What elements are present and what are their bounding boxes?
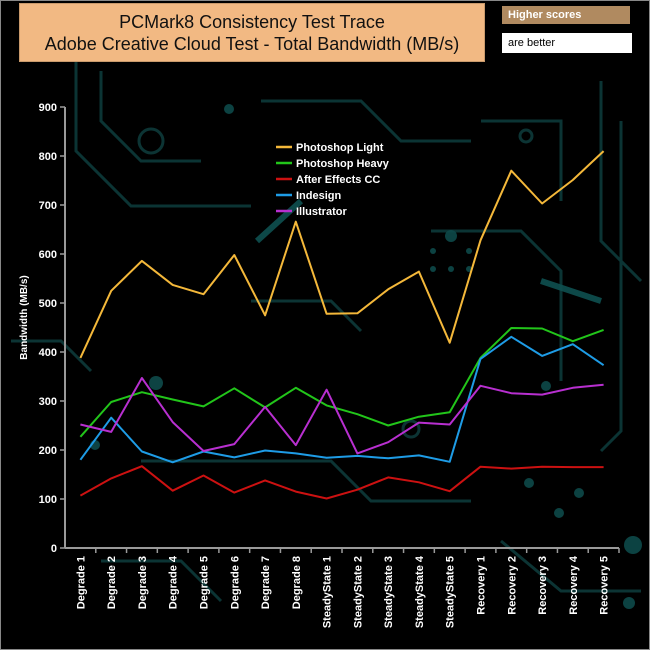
x-category-label: SteadyState 5	[445, 556, 457, 628]
x-category-label: Recovery 5	[599, 556, 611, 615]
chart-title-line2: Adobe Creative Cloud Test - Total Bandwi…	[44, 34, 460, 54]
legend-label-after-effects-cc: After Effects CC	[296, 174, 380, 186]
chart-legend: Photoshop Light Photoshop Heavy After Effe…	[276, 142, 390, 218]
x-category-label: Degrade 7	[260, 556, 272, 609]
y-tick-label: 900	[39, 102, 57, 114]
x-category-label: Recovery 1	[476, 556, 488, 615]
x-category-label: Recovery 3	[537, 556, 549, 615]
x-category-label: Degrade 2	[106, 556, 118, 609]
series-line-after-effects-cc	[79, 465, 604, 500]
y-tick-label: 0	[51, 543, 57, 555]
y-axis-ticks: 0 100 200 300 400 500 600 700 800 900	[39, 102, 65, 555]
x-category-label: SteadyState 1	[322, 556, 334, 628]
x-category-label: Degrade 5	[199, 556, 211, 609]
y-tick-label: 500	[39, 298, 57, 310]
legend-label-indesign: Indesign	[296, 190, 342, 202]
chart-series	[79, 150, 605, 500]
y-tick-label: 100	[39, 494, 57, 506]
y-tick-label: 800	[39, 151, 57, 163]
x-category-label: Recovery 2	[506, 556, 518, 615]
x-category-label: Degrade 8	[291, 556, 303, 609]
x-category-label: Degrade 1	[75, 556, 87, 609]
y-tick-label: 700	[39, 200, 57, 212]
chart-title-box: PCMark8 Consistency Test Trace Adobe Cre…	[19, 3, 485, 62]
y-tick-label: 600	[39, 249, 57, 261]
series-line-photoshop-heavy	[79, 327, 604, 438]
x-category-label: Degrade 4	[168, 555, 180, 609]
y-axis-label: Bandwidth (MB/s)	[19, 275, 30, 359]
x-category-label: Degrade 3	[137, 556, 149, 609]
x-category-label: SteadyState 4	[414, 555, 426, 628]
y-tick-label: 400	[39, 347, 57, 359]
x-category-label: SteadyState 3	[383, 556, 395, 628]
series-line-illustrator	[80, 377, 604, 455]
legend-label-photoshop-heavy: Photoshop Heavy	[296, 158, 390, 170]
y-tick-label: 200	[39, 445, 57, 457]
higher-scores-badge: Higher scores	[502, 6, 630, 24]
y-tick-label: 300	[39, 396, 57, 408]
series-line-indesign	[79, 335, 605, 464]
legend-label-photoshop-light: Photoshop Light	[296, 142, 384, 154]
chart-title-line1: PCMark8 Consistency Test Trace	[119, 12, 385, 32]
are-better-badge: are better	[502, 33, 632, 53]
series-line-photoshop-light	[79, 150, 605, 359]
x-category-label: SteadyState 2	[352, 556, 364, 628]
x-axis-categories: Degrade 1 Degrade 2 Degrade 3 Degrade 4 Degr…	[75, 548, 620, 628]
x-category-label: Degrade 6	[229, 556, 241, 609]
x-category-label: Recovery 4	[568, 555, 580, 615]
legend-label-illustrator: Illustrator	[296, 206, 347, 218]
